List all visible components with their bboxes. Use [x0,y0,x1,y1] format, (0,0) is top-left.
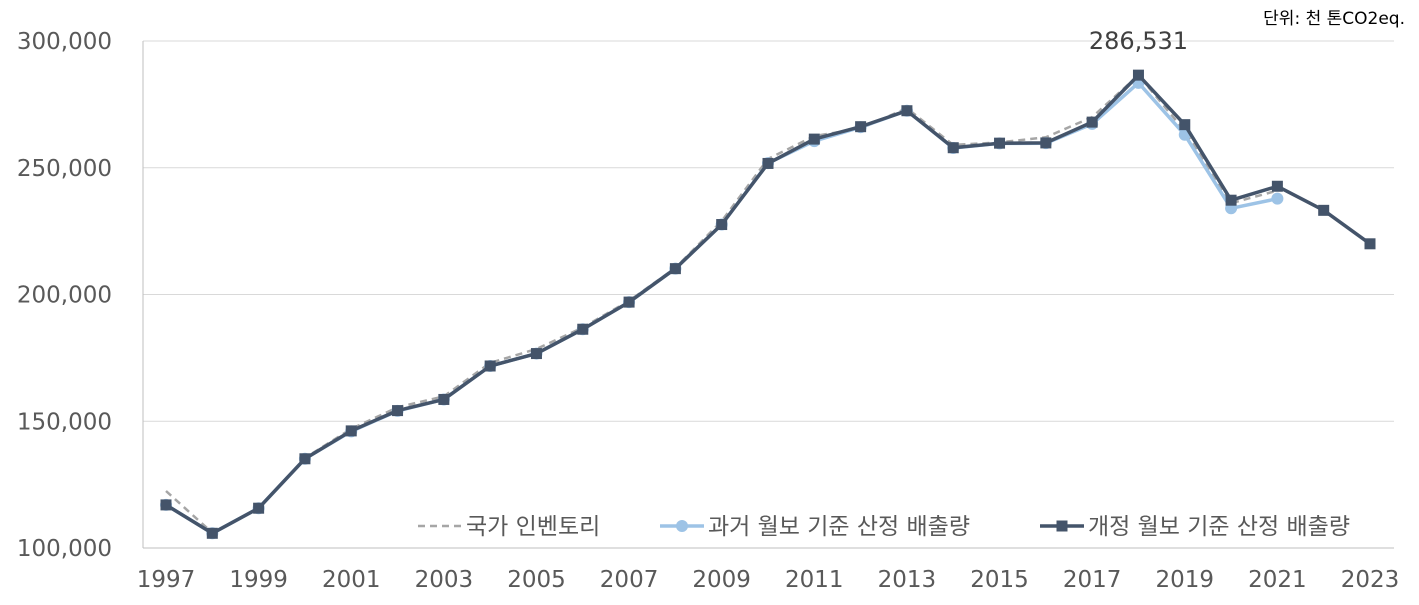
data-point [206,527,218,539]
data-point [1318,204,1330,216]
y-tick-label: 100,000 [17,536,112,562]
data-point [438,393,450,405]
legend-item: 과거 월보 기준 산정 배출량 [660,514,970,540]
x-tick-label: 1999 [229,567,288,593]
data-point [623,296,635,308]
x-tick-label: 2009 [692,567,751,593]
series-3 [160,69,1376,539]
data-point [1132,69,1144,81]
axes [142,41,1394,549]
data-point [577,323,589,335]
data-point [299,453,311,465]
series-2 [160,76,1284,540]
data-point [160,499,172,511]
legend-label: 개정 월보 기준 산정 배출량 [1088,514,1350,540]
x-tick-labels: 1997 1999 2001 2003 2005 2007 2009 2011 2013 2015… [137,567,1400,593]
y-tick-label: 150,000 [17,409,112,435]
x-tick-label: 2011 [785,567,844,593]
data-point [1271,180,1283,192]
x-tick-label: 2023 [1341,567,1400,593]
data-point [1179,119,1191,131]
data-point [484,360,496,372]
data-point [1086,116,1098,128]
x-tick-label: 2001 [322,567,381,593]
series-1 [165,73,1278,535]
data-point [1364,238,1376,250]
x-tick-label: 2021 [1248,567,1307,593]
data-point [716,219,728,231]
x-tick-label: 2013 [878,567,937,593]
data-point [253,502,265,514]
x-tick-label: 1997 [137,567,196,593]
y-tick-label: 200,000 [17,283,112,309]
data-point [1271,192,1284,205]
data-point [1040,137,1052,149]
data-point [392,405,404,417]
data-point [669,263,681,275]
x-tick-label: 2007 [600,567,659,593]
data-point [530,348,542,360]
y-tick-labels: 100,000 150,000 200,000 250,000 300,000 [17,29,112,562]
legend-marker [676,520,688,532]
data-point [994,137,1006,149]
unit-label: 단위: 천 톤CO2eq. [1263,9,1405,29]
legend: 국가 인벤토리 과거 월보 기준 산정 배출량 개정 월보 기준 산정 배출량 [418,514,1350,540]
legend-item: 개정 월보 기준 산정 배출량 [1040,514,1350,540]
series-layer [160,69,1376,540]
x-tick-label: 2015 [970,567,1029,593]
series-line [165,73,1278,535]
data-point [345,425,357,437]
legend-label: 국가 인벤토리 [466,514,600,540]
series-line [165,81,1278,536]
data-point [762,157,774,169]
data-label: 286,531 [1089,27,1188,55]
legend-marker [1056,520,1068,532]
data-point [947,142,959,154]
annotation-layer: 286,531 [1089,27,1188,55]
x-tick-label: 2019 [1155,567,1214,593]
x-tick-label: 2005 [507,567,566,593]
data-point [808,133,820,145]
data-point [901,105,913,117]
x-tick-label: 2017 [1063,567,1122,593]
x-tick-label: 2003 [415,567,474,593]
legend-item: 국가 인벤토리 [418,514,600,540]
data-point [1225,194,1237,206]
y-tick-label: 250,000 [17,156,112,182]
data-point [855,121,867,133]
y-tick-label: 300,000 [17,29,112,55]
gridlines [143,40,1394,422]
legend-label: 과거 월보 기준 산정 배출량 [708,514,970,540]
